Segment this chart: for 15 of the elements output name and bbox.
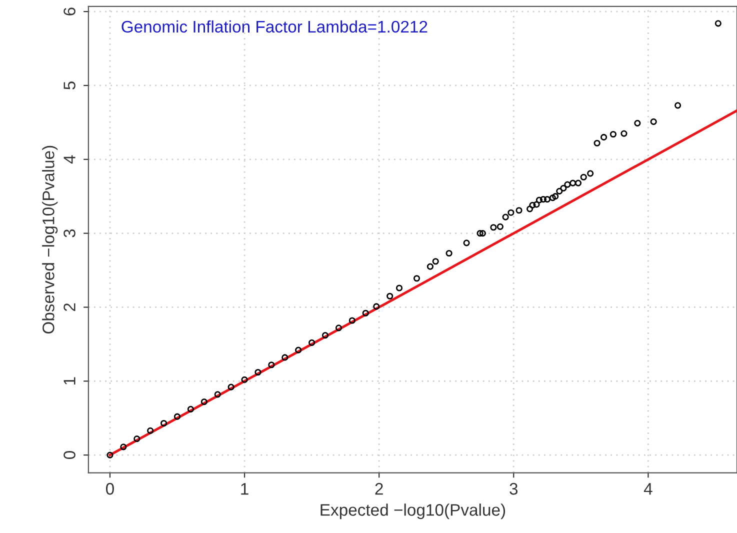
annotation: Genomic Inflation Factor Lambda=1.0212 [122,20,428,33]
x-tick-label: 2 [375,482,383,495]
x-tick-label: 0 [106,482,114,495]
y-axis-title: Observed −log10(Pvalue) [42,146,58,334]
y-tick-label: 6 [64,8,76,16]
x-axis-title: Expected −log10(Pvalue) [320,504,506,520]
y-tick-label: 0 [64,451,76,460]
x-tick-label: 1 [241,483,248,495]
x-tick-label: 3 [510,482,518,495]
y-tick-label: 1 [64,377,76,384]
y-tick-label: 5 [64,82,76,90]
x-tick-label: 4 [644,483,652,495]
y-tick-label: 3 [64,229,76,238]
y-tick-label: 4 [64,155,76,164]
y-tick-label: 2 [64,303,76,312]
